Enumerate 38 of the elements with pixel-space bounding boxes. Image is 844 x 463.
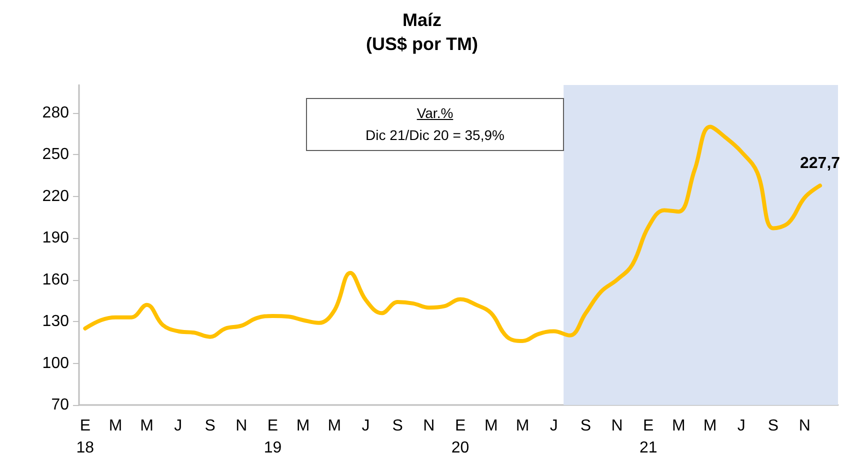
x-tick-label: J <box>362 418 370 434</box>
y-tick-label: 160 <box>42 271 70 288</box>
note-box: Var.% Dic 21/Dic 20 = 35,9% <box>306 98 564 151</box>
x-tick-label: J <box>737 418 746 434</box>
y-tick-label: 70 <box>51 396 70 414</box>
x-tick-label: E 19 <box>264 418 282 456</box>
x-tick-label: M <box>703 418 717 434</box>
x-tick-label: M <box>296 418 310 434</box>
x-tick-label: N <box>611 418 623 434</box>
y-tick-label: 130 <box>42 313 70 330</box>
y-tick-label: 190 <box>42 230 70 247</box>
x-tick-label: J <box>550 418 558 434</box>
x-tick-label: M <box>108 418 122 434</box>
x-tick-label: M <box>516 418 530 434</box>
x-tick-label: M <box>328 418 342 434</box>
x-tick-label: E 20 <box>451 418 470 456</box>
x-tick-label: M <box>140 418 154 434</box>
annotation: Dic 21/Dic 20 = 35,9% <box>364 126 506 145</box>
x-tick-label: M <box>484 418 498 434</box>
x-tick-label: N <box>236 418 248 434</box>
x-tick-label: E 18 <box>76 418 94 456</box>
x-tick-label: N <box>798 418 810 434</box>
x-tick-label: S <box>204 418 216 434</box>
annotation: Var.% <box>416 104 454 123</box>
y-tick-label: 100 <box>42 354 70 372</box>
x-tick-label: J <box>174 418 182 434</box>
x-tick-label: E 21 <box>639 418 658 456</box>
x-tick-label: S <box>768 418 779 434</box>
chart-subtitle: (US$ por TM) <box>366 34 478 54</box>
x-tick-label: S <box>392 418 403 434</box>
y-tick-label: 280 <box>42 104 70 122</box>
y-tick-label: 250 <box>42 146 70 164</box>
y-tick-label: 220 <box>42 188 70 205</box>
x-tick-label: N <box>423 418 435 434</box>
data-label: 227,7 <box>800 155 840 172</box>
x-tick-label: M <box>672 418 686 434</box>
chart-title: Maíz <box>402 10 442 30</box>
x-tick-label: S <box>580 418 592 434</box>
